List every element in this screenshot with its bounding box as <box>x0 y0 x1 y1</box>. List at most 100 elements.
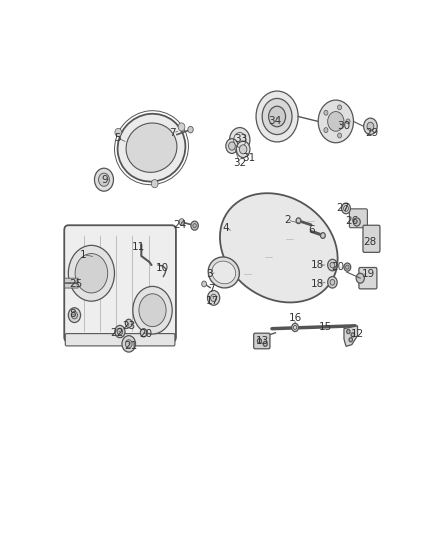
Circle shape <box>353 218 360 226</box>
Text: 16: 16 <box>289 313 302 324</box>
Polygon shape <box>344 326 357 346</box>
Circle shape <box>344 263 351 271</box>
FancyBboxPatch shape <box>64 278 78 282</box>
Circle shape <box>324 127 328 133</box>
Circle shape <box>328 111 344 131</box>
Text: 24: 24 <box>173 220 186 230</box>
FancyBboxPatch shape <box>363 225 380 252</box>
Text: 29: 29 <box>365 128 379 138</box>
Circle shape <box>338 133 342 138</box>
Circle shape <box>229 142 235 150</box>
Text: 30: 30 <box>337 122 350 131</box>
Ellipse shape <box>117 114 185 182</box>
Circle shape <box>292 324 298 332</box>
Text: 10: 10 <box>156 263 169 273</box>
Text: 3: 3 <box>206 269 212 279</box>
Circle shape <box>328 260 337 271</box>
Circle shape <box>211 294 217 302</box>
Circle shape <box>68 308 81 322</box>
Circle shape <box>117 328 123 335</box>
Text: 18: 18 <box>311 260 325 270</box>
Circle shape <box>256 91 298 142</box>
Circle shape <box>122 336 135 352</box>
Text: 5: 5 <box>114 133 121 143</box>
Text: 25: 25 <box>69 279 82 288</box>
Circle shape <box>202 281 206 287</box>
Ellipse shape <box>208 257 239 288</box>
Circle shape <box>296 218 301 224</box>
Text: 17: 17 <box>206 296 219 306</box>
Circle shape <box>324 110 328 115</box>
Circle shape <box>133 286 172 334</box>
Circle shape <box>125 340 132 348</box>
Circle shape <box>342 203 350 214</box>
Circle shape <box>208 290 220 305</box>
Circle shape <box>318 100 353 143</box>
Circle shape <box>115 128 122 136</box>
Text: 20: 20 <box>139 329 152 339</box>
Text: 9: 9 <box>102 175 108 185</box>
Circle shape <box>330 262 335 268</box>
Text: 15: 15 <box>319 322 332 333</box>
Circle shape <box>268 106 286 127</box>
Text: 26: 26 <box>345 216 358 226</box>
Circle shape <box>367 122 374 131</box>
Circle shape <box>258 338 261 343</box>
Text: 27: 27 <box>336 204 349 213</box>
Circle shape <box>140 329 147 337</box>
Circle shape <box>330 279 335 285</box>
Text: 22: 22 <box>110 328 123 338</box>
Text: 12: 12 <box>351 329 364 339</box>
Circle shape <box>95 168 113 191</box>
FancyBboxPatch shape <box>254 333 270 349</box>
Circle shape <box>115 325 125 338</box>
Circle shape <box>346 265 349 269</box>
Text: 13: 13 <box>256 336 269 346</box>
Text: 1: 1 <box>80 250 87 260</box>
Circle shape <box>188 126 193 133</box>
Circle shape <box>151 180 158 188</box>
Circle shape <box>262 99 292 134</box>
Circle shape <box>71 311 78 319</box>
Circle shape <box>338 105 342 110</box>
Text: 32: 32 <box>233 158 247 168</box>
Circle shape <box>226 139 238 154</box>
FancyBboxPatch shape <box>64 225 176 342</box>
Circle shape <box>237 141 250 158</box>
Text: 6: 6 <box>309 225 315 235</box>
Circle shape <box>125 319 132 327</box>
Circle shape <box>193 224 196 228</box>
Circle shape <box>191 221 198 230</box>
Circle shape <box>68 245 114 301</box>
Text: 20: 20 <box>332 262 345 272</box>
Circle shape <box>346 119 350 124</box>
Text: 7: 7 <box>170 128 176 138</box>
FancyBboxPatch shape <box>65 334 175 346</box>
Circle shape <box>346 329 350 334</box>
FancyBboxPatch shape <box>350 209 367 228</box>
Circle shape <box>351 333 354 337</box>
Text: 33: 33 <box>234 134 247 144</box>
Text: 23: 23 <box>122 321 135 331</box>
Ellipse shape <box>126 123 177 172</box>
Ellipse shape <box>212 261 236 284</box>
Circle shape <box>75 254 108 293</box>
FancyBboxPatch shape <box>359 268 377 289</box>
Circle shape <box>240 145 247 154</box>
Circle shape <box>179 219 184 225</box>
Text: 8: 8 <box>69 309 76 319</box>
Circle shape <box>230 127 250 152</box>
Circle shape <box>139 294 166 327</box>
Circle shape <box>178 123 185 131</box>
Text: 34: 34 <box>268 116 281 126</box>
Circle shape <box>349 338 353 342</box>
Circle shape <box>321 232 325 238</box>
Text: 21: 21 <box>124 341 138 351</box>
Text: 11: 11 <box>132 241 145 252</box>
Text: 2: 2 <box>284 215 290 225</box>
Text: 18: 18 <box>311 279 325 288</box>
FancyBboxPatch shape <box>64 284 78 288</box>
Text: 4: 4 <box>223 223 230 233</box>
Ellipse shape <box>220 193 338 302</box>
Text: 31: 31 <box>242 152 255 163</box>
